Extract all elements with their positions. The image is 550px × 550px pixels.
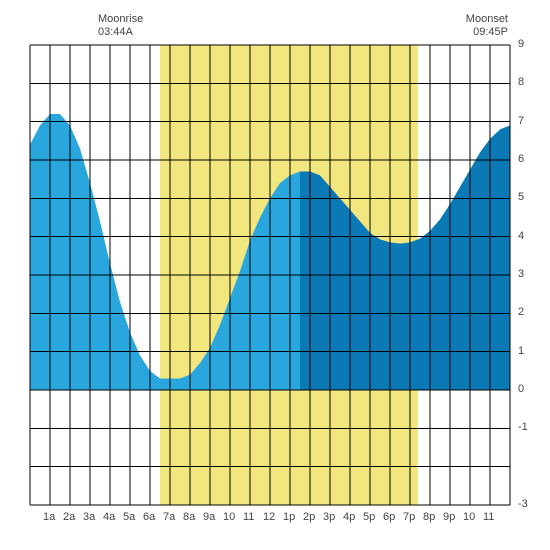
y-tick-label: 0 <box>518 383 524 395</box>
x-tick-label: 3a <box>83 511 95 523</box>
y-tick-label: -3 <box>518 498 528 510</box>
moonrise-label: Moonrise 03:44A <box>98 13 143 38</box>
y-tick-label: 8 <box>518 76 524 88</box>
y-tick-label: 9 <box>518 38 524 50</box>
x-tick-label: 5p <box>363 511 375 523</box>
x-tick-label: 4p <box>343 511 355 523</box>
x-tick-label: 1p <box>283 511 295 523</box>
y-tick-label: 6 <box>518 153 524 165</box>
x-tick-label: 5a <box>123 511 135 523</box>
x-tick-label: 6p <box>383 511 395 523</box>
x-tick-label: 4a <box>103 511 115 523</box>
x-tick-label: 2a <box>63 511 75 523</box>
x-tick-label: 11 <box>483 511 494 523</box>
y-tick-label: 7 <box>518 115 524 127</box>
x-tick-label: 8a <box>183 511 195 523</box>
x-tick-label: 10 <box>223 511 235 523</box>
x-tick-label: 3p <box>323 511 335 523</box>
x-tick-label: 7a <box>163 511 175 523</box>
x-tick-label: 11 <box>243 511 254 523</box>
tide-chart: Moonrise 03:44A Moonset 09:45P 1a 2a 3a 4a 5… <box>0 0 550 550</box>
x-tick-label: 6a <box>143 511 155 523</box>
x-tick-label: 9a <box>203 511 215 523</box>
y-tick-label: 3 <box>518 268 524 280</box>
y-tick-label: 1 <box>518 345 524 357</box>
x-tick-label: 12 <box>263 511 275 523</box>
chart-plot <box>0 0 550 550</box>
x-tick-label: 10 <box>463 511 475 523</box>
y-tick-label: -1 <box>518 421 528 433</box>
x-tick-label: 9p <box>443 511 455 523</box>
x-tick-label: 8p <box>423 511 435 523</box>
y-tick-label: 2 <box>518 306 524 318</box>
y-tick-label: 4 <box>518 230 524 242</box>
x-tick-label: 2p <box>303 511 315 523</box>
moonset-label: Moonset 09:45P <box>448 13 508 38</box>
y-tick-label: 5 <box>518 191 524 203</box>
x-tick-label: 1a <box>43 511 55 523</box>
x-tick-label: 7p <box>403 511 415 523</box>
